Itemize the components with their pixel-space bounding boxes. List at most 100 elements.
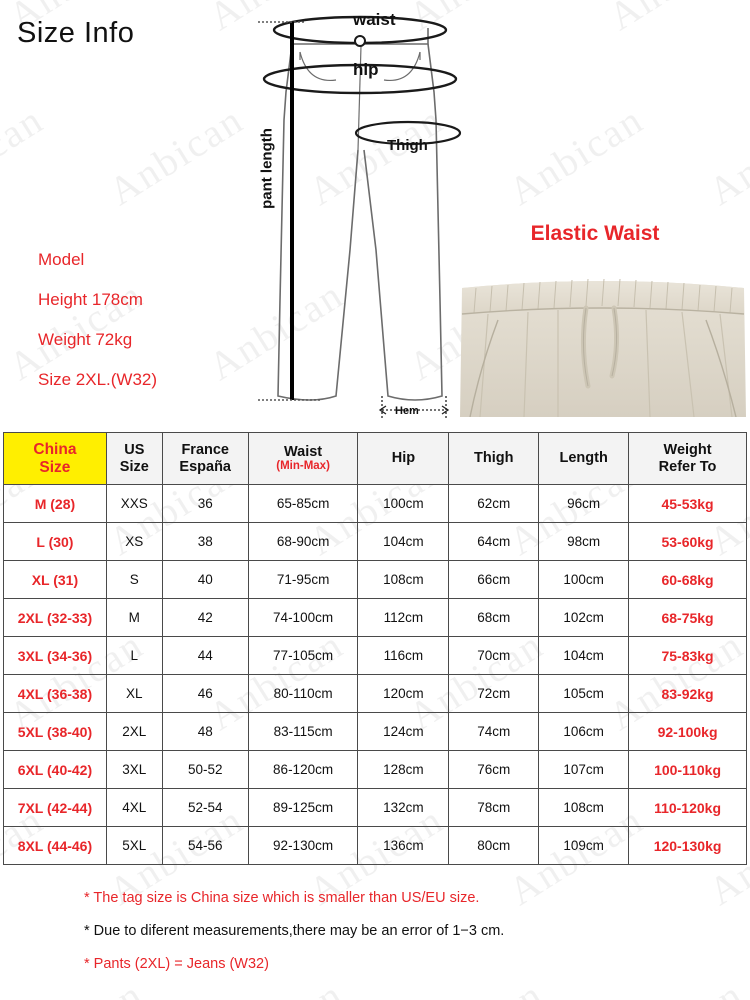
cell-hip: 108cm — [357, 560, 450, 599]
cell-length: 100cm — [538, 560, 630, 599]
cell-us: 4XL — [105, 788, 163, 827]
cell-length: 109cm — [538, 826, 630, 865]
cell-france: 36 — [161, 484, 249, 523]
cell-waist: 83-115cm — [247, 712, 359, 751]
cell-length: 102cm — [538, 598, 630, 637]
notes-block: * The tag size is China size which is sm… — [84, 882, 504, 981]
table-row: 3XL (34-36) L 44 77-105cm 116cm 70cm 104cm 75-8… — [3, 636, 747, 675]
hem-arrow — [378, 396, 450, 418]
cell-waist: 86-120cm — [247, 750, 359, 789]
thigh-measure-ellipse — [354, 120, 462, 146]
model-info-block: Model Height 178cm Weight 72kg Size 2XL.… — [38, 240, 157, 400]
diagram-label-waist: waist — [353, 10, 396, 29]
cell-thigh: 68cm — [448, 598, 540, 637]
cell-waist: 65-85cm — [247, 484, 359, 523]
table-row: 5XL (38-40) 2XL 48 83-115cm 124cm 74cm 106cm 92… — [3, 712, 747, 751]
elastic-waist-block: Elastic Waist — [440, 212, 750, 417]
cell-waist: 89-125cm — [247, 788, 359, 827]
cell-us: XXS — [105, 484, 163, 523]
model-info-line: Model — [38, 250, 85, 269]
cell-hip: 100cm — [357, 484, 450, 523]
cell-france: 54-56 — [161, 826, 249, 865]
cell-hip: 124cm — [357, 712, 450, 751]
cell-weight: 53-60kg — [628, 522, 747, 561]
cell-china: 3XL (34-36) — [3, 636, 107, 675]
cell-france: 42 — [161, 598, 249, 637]
column-header-us-size: US Size — [105, 432, 163, 485]
table-row: 6XL (40-42) 3XL 50-52 86-120cm 128cm 76cm 107c… — [3, 750, 747, 789]
cell-thigh: 70cm — [448, 636, 540, 675]
diagram-label-hem: Hem — [395, 405, 419, 417]
cell-france: 44 — [161, 636, 249, 675]
cell-weight: 75-83kg — [628, 636, 747, 675]
cell-length: 108cm — [538, 788, 630, 827]
column-header-length: Length — [538, 432, 630, 485]
cell-thigh: 72cm — [448, 674, 540, 713]
table-header-row: China Size US Size France España Waist (Min… — [3, 432, 747, 485]
elastic-waist-photo — [454, 258, 750, 417]
cell-waist: 74-100cm — [247, 598, 359, 637]
cell-us: XS — [105, 522, 163, 561]
hip-measure-ellipse — [262, 63, 458, 95]
cell-thigh: 74cm — [448, 712, 540, 751]
cell-hip: 116cm — [357, 636, 450, 675]
cell-china: 7XL (42-44) — [3, 788, 107, 827]
cell-china: 6XL (40-42) — [3, 750, 107, 789]
cell-hip: 136cm — [357, 826, 450, 865]
note-line: * Pants (2XL) = Jeans (W32) — [84, 956, 269, 972]
cell-france: 52-54 — [161, 788, 249, 827]
cell-length: 98cm — [538, 522, 630, 561]
cell-us: 2XL — [105, 712, 163, 751]
diagram-label-hip: hip — [353, 60, 379, 79]
column-header-thigh: Thigh — [448, 432, 540, 485]
cell-france: 40 — [161, 560, 249, 599]
table-row: 2XL (32-33) M 42 74-100cm 112cm 68cm 102cm 68-7… — [3, 598, 747, 637]
cell-length: 107cm — [538, 750, 630, 789]
cell-waist: 92-130cm — [247, 826, 359, 865]
watermark-text: Anbican — [700, 96, 750, 215]
cell-length: 96cm — [538, 484, 630, 523]
button-icon — [354, 35, 366, 47]
cell-us: 3XL — [105, 750, 163, 789]
cell-waist: 77-105cm — [247, 636, 359, 675]
cell-weight: 83-92kg — [628, 674, 747, 713]
cell-china: 8XL (44-46) — [3, 826, 107, 865]
watermark-text: Anbican — [500, 96, 652, 215]
cell-weight: 110-120kg — [628, 788, 747, 827]
cell-thigh: 80cm — [448, 826, 540, 865]
diagram-label-pant-length: pant length — [258, 128, 276, 209]
note-line: * The tag size is China size which is sm… — [84, 890, 480, 906]
column-header-hip: Hip — [357, 432, 450, 485]
column-header-weight: Weight Refer To — [628, 432, 747, 485]
cell-us: M — [105, 598, 163, 637]
table-row: 4XL (36-38) XL 46 80-110cm 120cm 72cm 105cm 83-… — [3, 674, 747, 713]
cell-us: XL — [105, 674, 163, 713]
cell-thigh: 62cm — [448, 484, 540, 523]
cell-weight: 60-68kg — [628, 560, 747, 599]
cell-us: L — [105, 636, 163, 675]
cell-hip: 112cm — [357, 598, 450, 637]
watermark-text: Anbican — [600, 971, 750, 1000]
watermark-text: Anbican — [0, 96, 52, 215]
table-row: 8XL (44-46) 5XL 54-56 92-130cm 136cm 80cm 109c… — [3, 826, 747, 865]
cell-france: 46 — [161, 674, 249, 713]
model-info-line: Weight 72kg — [38, 330, 133, 349]
table-row: L (30) XS 38 68-90cm 104cm 64cm 98cm 53-60kg — [3, 522, 747, 561]
cell-us: S — [105, 560, 163, 599]
cell-length: 104cm — [538, 636, 630, 675]
cell-hip: 132cm — [357, 788, 450, 827]
cell-china: 2XL (32-33) — [3, 598, 107, 637]
cell-china: M (28) — [3, 484, 107, 523]
cell-us: 5XL — [105, 826, 163, 865]
table-row: 7XL (42-44) 4XL 52-54 89-125cm 132cm 78cm 108c… — [3, 788, 747, 827]
column-header-france: France España — [161, 432, 249, 485]
cell-hip: 128cm — [357, 750, 450, 789]
cell-length: 106cm — [538, 712, 630, 751]
cell-china: L (30) — [3, 522, 107, 561]
cell-thigh: 66cm — [448, 560, 540, 599]
cell-waist: 80-110cm — [247, 674, 359, 713]
cell-weight: 45-53kg — [628, 484, 747, 523]
cell-thigh: 76cm — [448, 750, 540, 789]
model-info-line: Size 2XL.(W32) — [38, 370, 158, 389]
column-header-china-size: China Size — [3, 432, 107, 485]
